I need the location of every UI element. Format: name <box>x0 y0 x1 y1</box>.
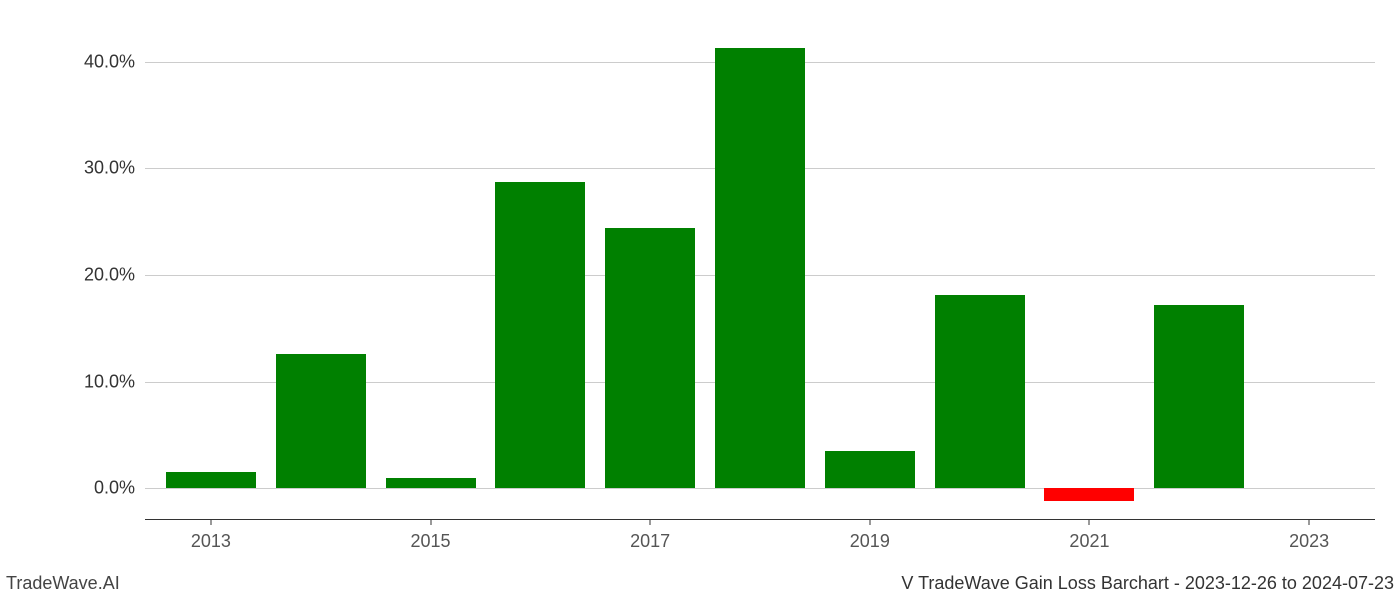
plot-area: 0.0%10.0%20.0%30.0%40.0%2013201520172019… <box>145 30 1375 520</box>
bar <box>386 478 476 488</box>
chart-container: 0.0% 10.0% 20.0% 30.0% 40.0% 2013 2015 2017 2019… <box>0 0 1400 600</box>
x-tick-label: 2013 <box>191 531 231 552</box>
bar <box>166 472 256 488</box>
bar <box>495 182 585 488</box>
bar <box>715 48 805 488</box>
x-tick-mark <box>869 519 870 525</box>
y-tick-label: 40.0% <box>84 51 135 72</box>
x-tick-mark <box>430 519 431 525</box>
x-tick-mark <box>650 519 651 525</box>
x-tick-mark <box>210 519 211 525</box>
x-tick-label: 2019 <box>850 531 890 552</box>
bar <box>825 451 915 488</box>
bar <box>1154 305 1244 488</box>
bar <box>1044 488 1134 501</box>
x-tick-mark <box>1309 519 1310 525</box>
gridline <box>145 488 1375 489</box>
bar <box>605 228 695 488</box>
x-tick-label: 2015 <box>411 531 451 552</box>
y-tick-label: 0.0% <box>94 478 135 499</box>
x-tick-label: 2021 <box>1069 531 1109 552</box>
y-tick-label: 10.0% <box>84 371 135 392</box>
y-tick-label: 30.0% <box>84 158 135 179</box>
x-tick-label: 2023 <box>1289 531 1329 552</box>
x-tick-label: 2017 <box>630 531 670 552</box>
bar <box>935 295 1025 488</box>
x-tick-mark <box>1089 519 1090 525</box>
bar <box>276 354 366 488</box>
y-tick-label: 20.0% <box>84 265 135 286</box>
footer-left-text: TradeWave.AI <box>6 573 120 594</box>
footer-right-text: V TradeWave Gain Loss Barchart - 2023-12… <box>901 573 1394 594</box>
